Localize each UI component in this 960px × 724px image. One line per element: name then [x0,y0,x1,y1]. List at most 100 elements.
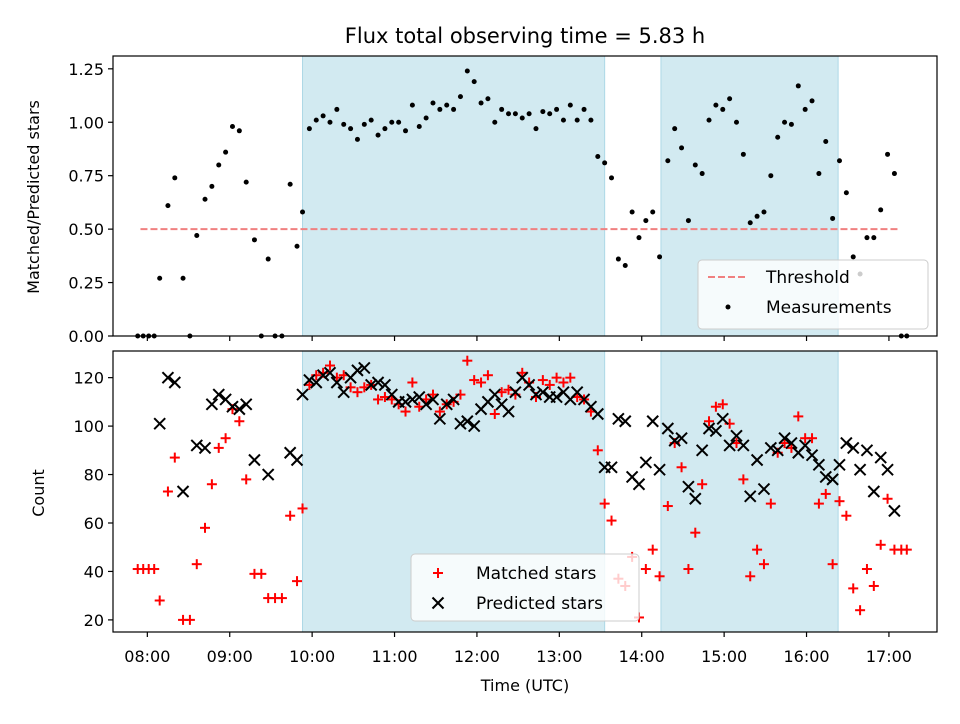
measurement-point [512,111,518,117]
bottom-xtick-label: 12:00 [454,647,500,666]
matched-point [690,527,701,538]
predicted-point-b [805,448,819,462]
measurement-point [334,106,340,112]
measurement-point [665,158,671,164]
predicted-point-b [454,417,467,430]
measurement-point [629,209,635,215]
measurement-point [650,209,656,215]
bottom-xlabel: Time (UTC) [480,676,569,695]
predicted-point-b [785,436,798,450]
predicted-point-b [867,485,881,498]
matched-point [191,559,202,570]
matched-point [606,515,617,526]
measurement-point [209,183,215,189]
measurement-point [622,262,628,268]
bottom-ytick-label: 80 [84,466,104,485]
predicted-point-b [502,405,515,418]
measurement-point [464,68,470,74]
measurement-point [864,235,870,241]
top-ylabel: Matched/Predicted stars [24,100,43,294]
matched-point [544,379,555,390]
matched-point [297,503,308,514]
matched-point [834,496,845,507]
predicted-point-b [646,415,659,428]
matched-point [400,406,411,417]
predicted-point [605,461,618,474]
measurement-point [382,126,388,132]
matched-point [640,564,651,575]
predicted-point-b [840,436,853,450]
bottom-ytick-label: 120 [73,369,104,388]
predicted-point [371,376,385,389]
top-legend: Threshold Measurements [697,259,929,330]
predicted-point-b [826,473,839,486]
predicted-point-b [550,390,563,404]
measurement-point [788,121,794,127]
predicted-point-b [240,398,253,411]
predicted-point-b [557,385,570,399]
count-points [132,355,912,625]
predicted-point [205,398,219,411]
predicted-point [661,422,675,435]
top-ytick-label: 0.00 [68,327,104,346]
predicted-point-b [205,398,219,411]
matched-point [352,387,363,398]
measurement-point [294,243,300,249]
matched-point [149,564,160,575]
predicted-point-b [584,400,598,413]
bottom-xtick-label: 09:00 [207,647,253,666]
measurement-point [727,96,733,102]
predicted-point [522,378,536,392]
predicted-point-b [385,388,398,401]
predicted-point [176,485,190,498]
measurement-point [802,106,808,112]
matched-point [434,406,445,417]
matched-point [537,375,548,386]
measurement-point [492,119,498,125]
predicted-point [716,412,729,426]
measurement-point [457,94,463,100]
predicted-point [212,388,225,401]
predicted-point [323,366,337,380]
matched-point [827,559,838,570]
matched-point [407,377,418,388]
predicted-point [702,422,716,435]
predicted-point [303,373,316,387]
predicted-point-b [702,422,716,435]
predicted-point-b [819,470,832,484]
predicted-point-b [516,371,529,384]
predicted-point [847,441,860,455]
measurement-point [194,233,200,239]
measurement-point [423,115,429,121]
predicted-point-b [330,376,344,389]
predicted-point-b [212,388,225,401]
predicted-point [612,412,625,426]
bottom-ylabel: Count [29,469,48,517]
measurement-point [891,171,897,177]
predicted-point-b [378,378,392,392]
matched-point [841,510,852,521]
predicted-point-b [176,485,190,498]
matched-point [848,583,859,594]
measurement-point [236,128,242,134]
matched-point [875,539,886,550]
bottom-xtick-label: 10:00 [289,647,335,666]
predicted-point-b [536,385,550,399]
measurement-point [526,111,532,117]
measurement-point [229,124,235,130]
bottom-xtick-label: 08:00 [124,647,170,666]
measurement-point [403,128,409,134]
predicted-point [330,376,344,389]
predicted-point [744,490,757,503]
legend-matched-swatch [433,568,443,578]
bottom-xtick-label: 11:00 [371,647,417,666]
matched-point [779,438,790,449]
measurement-point [754,213,760,219]
measurement-point [836,158,842,164]
predicted-point [860,444,874,457]
measurement-point [540,109,546,115]
measurement-point [768,173,774,179]
measurement-point [747,220,753,226]
predicted-point [682,480,695,493]
bottom-frame [112,350,938,633]
